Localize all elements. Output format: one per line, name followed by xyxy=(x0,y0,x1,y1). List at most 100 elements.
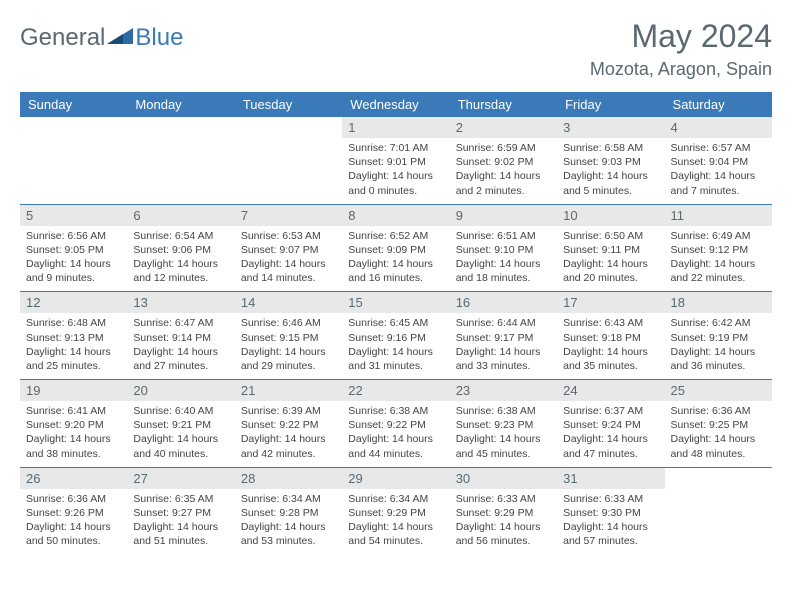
weekday-header: Tuesday xyxy=(235,92,342,117)
calendar-day-cell: 26Sunrise: 6:36 AMSunset: 9:26 PMDayligh… xyxy=(20,467,127,554)
day-number: 28 xyxy=(235,468,342,489)
calendar-week-row: 19Sunrise: 6:41 AMSunset: 9:20 PMDayligh… xyxy=(20,380,772,468)
day-info: Sunrise: 6:38 AMSunset: 9:22 PMDaylight:… xyxy=(342,401,449,467)
day-number: 9 xyxy=(450,205,557,226)
calendar-week-row: 1Sunrise: 7:01 AMSunset: 9:01 PMDaylight… xyxy=(20,117,772,204)
calendar-day-cell: 9Sunrise: 6:51 AMSunset: 9:10 PMDaylight… xyxy=(450,204,557,292)
day-info: Sunrise: 6:52 AMSunset: 9:09 PMDaylight:… xyxy=(342,226,449,292)
calendar-day-cell: 13Sunrise: 6:47 AMSunset: 9:14 PMDayligh… xyxy=(127,292,234,380)
day-info: Sunrise: 6:41 AMSunset: 9:20 PMDaylight:… xyxy=(20,401,127,467)
calendar-day-cell xyxy=(20,117,127,204)
calendar-day-cell: 28Sunrise: 6:34 AMSunset: 9:28 PMDayligh… xyxy=(235,467,342,554)
day-number: 22 xyxy=(342,380,449,401)
calendar-day-cell: 4Sunrise: 6:57 AMSunset: 9:04 PMDaylight… xyxy=(665,117,772,204)
day-info: Sunrise: 6:51 AMSunset: 9:10 PMDaylight:… xyxy=(450,226,557,292)
calendar-day-cell: 11Sunrise: 6:49 AMSunset: 9:12 PMDayligh… xyxy=(665,204,772,292)
calendar-day-cell: 15Sunrise: 6:45 AMSunset: 9:16 PMDayligh… xyxy=(342,292,449,380)
calendar-day-cell: 2Sunrise: 6:59 AMSunset: 9:02 PMDaylight… xyxy=(450,117,557,204)
day-number: 13 xyxy=(127,292,234,313)
day-info: Sunrise: 6:47 AMSunset: 9:14 PMDaylight:… xyxy=(127,313,234,379)
day-info: Sunrise: 6:58 AMSunset: 9:03 PMDaylight:… xyxy=(557,138,664,204)
calendar-body: 1Sunrise: 7:01 AMSunset: 9:01 PMDaylight… xyxy=(20,117,772,554)
calendar-day-cell: 8Sunrise: 6:52 AMSunset: 9:09 PMDaylight… xyxy=(342,204,449,292)
calendar-day-cell: 20Sunrise: 6:40 AMSunset: 9:21 PMDayligh… xyxy=(127,380,234,468)
day-info: Sunrise: 7:01 AMSunset: 9:01 PMDaylight:… xyxy=(342,138,449,204)
day-info: Sunrise: 6:56 AMSunset: 9:05 PMDaylight:… xyxy=(20,226,127,292)
day-number: 19 xyxy=(20,380,127,401)
day-info: Sunrise: 6:50 AMSunset: 9:11 PMDaylight:… xyxy=(557,226,664,292)
weekday-header: Sunday xyxy=(20,92,127,117)
day-number: 25 xyxy=(665,380,772,401)
weekday-header: Friday xyxy=(557,92,664,117)
day-info: Sunrise: 6:35 AMSunset: 9:27 PMDaylight:… xyxy=(127,489,234,555)
day-number: 14 xyxy=(235,292,342,313)
day-info: Sunrise: 6:42 AMSunset: 9:19 PMDaylight:… xyxy=(665,313,772,379)
calendar-day-cell xyxy=(665,467,772,554)
day-number: 6 xyxy=(127,205,234,226)
calendar-day-cell: 30Sunrise: 6:33 AMSunset: 9:29 PMDayligh… xyxy=(450,467,557,554)
calendar-day-cell: 14Sunrise: 6:46 AMSunset: 9:15 PMDayligh… xyxy=(235,292,342,380)
day-info: Sunrise: 6:40 AMSunset: 9:21 PMDaylight:… xyxy=(127,401,234,467)
day-info: Sunrise: 6:36 AMSunset: 9:25 PMDaylight:… xyxy=(665,401,772,467)
day-number: 16 xyxy=(450,292,557,313)
calendar-day-cell: 21Sunrise: 6:39 AMSunset: 9:22 PMDayligh… xyxy=(235,380,342,468)
day-info: Sunrise: 6:54 AMSunset: 9:06 PMDaylight:… xyxy=(127,226,234,292)
day-number: 8 xyxy=(342,205,449,226)
day-number: 3 xyxy=(557,117,664,138)
day-number: 1 xyxy=(342,117,449,138)
day-number: 20 xyxy=(127,380,234,401)
calendar-day-cell xyxy=(235,117,342,204)
weekday-header: Wednesday xyxy=(342,92,449,117)
calendar-day-cell: 22Sunrise: 6:38 AMSunset: 9:22 PMDayligh… xyxy=(342,380,449,468)
day-number: 12 xyxy=(20,292,127,313)
day-number: 11 xyxy=(665,205,772,226)
day-info: Sunrise: 6:53 AMSunset: 9:07 PMDaylight:… xyxy=(235,226,342,292)
day-info: Sunrise: 6:43 AMSunset: 9:18 PMDaylight:… xyxy=(557,313,664,379)
header: General Blue May 2024 Mozota, Aragon, Sp… xyxy=(20,18,772,80)
calendar-day-cell: 23Sunrise: 6:38 AMSunset: 9:23 PMDayligh… xyxy=(450,380,557,468)
location: Mozota, Aragon, Spain xyxy=(590,59,772,80)
day-number: 29 xyxy=(342,468,449,489)
calendar-table: SundayMondayTuesdayWednesdayThursdayFrid… xyxy=(20,92,772,554)
day-number: 2 xyxy=(450,117,557,138)
day-number: 7 xyxy=(235,205,342,226)
logo-text-blue: Blue xyxy=(135,24,183,52)
logo: General Blue xyxy=(20,18,183,52)
day-info: Sunrise: 6:37 AMSunset: 9:24 PMDaylight:… xyxy=(557,401,664,467)
day-number: 21 xyxy=(235,380,342,401)
weekday-header: Thursday xyxy=(450,92,557,117)
day-info: Sunrise: 6:38 AMSunset: 9:23 PMDaylight:… xyxy=(450,401,557,467)
weekday-header: Monday xyxy=(127,92,234,117)
day-info: Sunrise: 6:46 AMSunset: 9:15 PMDaylight:… xyxy=(235,313,342,379)
calendar-day-cell: 5Sunrise: 6:56 AMSunset: 9:05 PMDaylight… xyxy=(20,204,127,292)
calendar-day-cell: 16Sunrise: 6:44 AMSunset: 9:17 PMDayligh… xyxy=(450,292,557,380)
calendar-header-row: SundayMondayTuesdayWednesdayThursdayFrid… xyxy=(20,92,772,117)
day-info: Sunrise: 6:36 AMSunset: 9:26 PMDaylight:… xyxy=(20,489,127,555)
day-info: Sunrise: 6:34 AMSunset: 9:28 PMDaylight:… xyxy=(235,489,342,555)
day-number: 27 xyxy=(127,468,234,489)
day-number: 23 xyxy=(450,380,557,401)
calendar-day-cell xyxy=(127,117,234,204)
day-info: Sunrise: 6:33 AMSunset: 9:29 PMDaylight:… xyxy=(450,489,557,555)
calendar-day-cell: 24Sunrise: 6:37 AMSunset: 9:24 PMDayligh… xyxy=(557,380,664,468)
calendar-week-row: 5Sunrise: 6:56 AMSunset: 9:05 PMDaylight… xyxy=(20,204,772,292)
calendar-day-cell: 19Sunrise: 6:41 AMSunset: 9:20 PMDayligh… xyxy=(20,380,127,468)
calendar-day-cell: 12Sunrise: 6:48 AMSunset: 9:13 PMDayligh… xyxy=(20,292,127,380)
day-number: 15 xyxy=(342,292,449,313)
calendar-day-cell: 1Sunrise: 7:01 AMSunset: 9:01 PMDaylight… xyxy=(342,117,449,204)
day-info: Sunrise: 6:44 AMSunset: 9:17 PMDaylight:… xyxy=(450,313,557,379)
day-number: 10 xyxy=(557,205,664,226)
day-info: Sunrise: 6:49 AMSunset: 9:12 PMDaylight:… xyxy=(665,226,772,292)
day-number: 5 xyxy=(20,205,127,226)
calendar-day-cell: 18Sunrise: 6:42 AMSunset: 9:19 PMDayligh… xyxy=(665,292,772,380)
day-number: 30 xyxy=(450,468,557,489)
title-block: May 2024 Mozota, Aragon, Spain xyxy=(590,18,772,80)
calendar-day-cell: 25Sunrise: 6:36 AMSunset: 9:25 PMDayligh… xyxy=(665,380,772,468)
day-number: 24 xyxy=(557,380,664,401)
calendar-day-cell: 6Sunrise: 6:54 AMSunset: 9:06 PMDaylight… xyxy=(127,204,234,292)
day-info: Sunrise: 6:33 AMSunset: 9:30 PMDaylight:… xyxy=(557,489,664,555)
day-info: Sunrise: 6:57 AMSunset: 9:04 PMDaylight:… xyxy=(665,138,772,204)
calendar-week-row: 26Sunrise: 6:36 AMSunset: 9:26 PMDayligh… xyxy=(20,467,772,554)
day-info: Sunrise: 6:39 AMSunset: 9:22 PMDaylight:… xyxy=(235,401,342,467)
logo-text-general: General xyxy=(20,24,105,52)
